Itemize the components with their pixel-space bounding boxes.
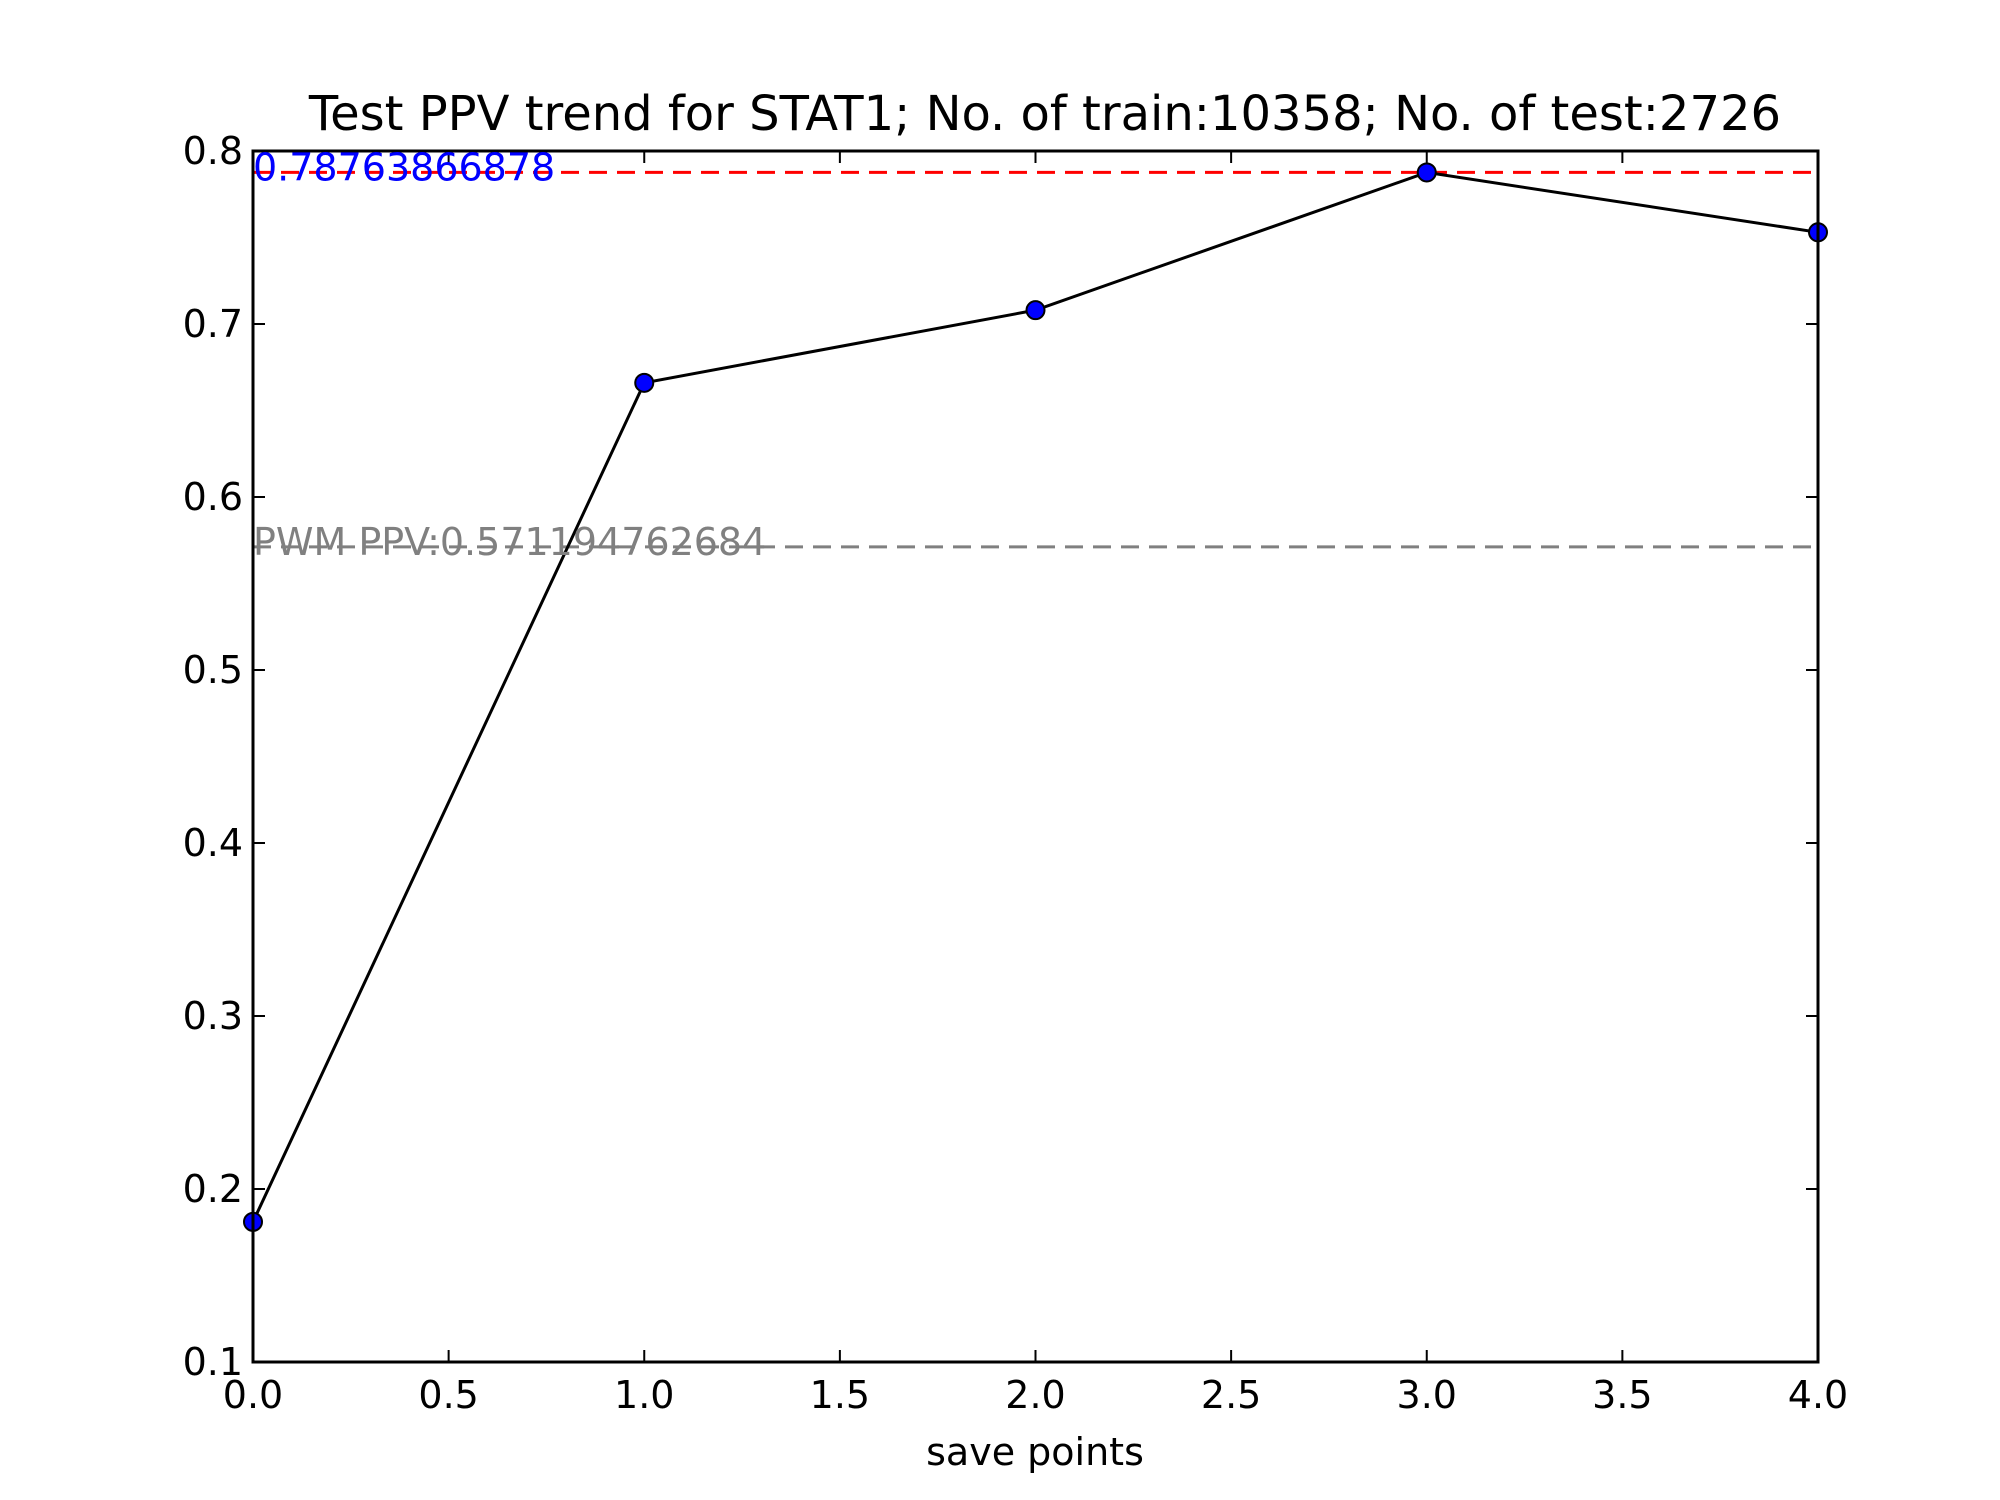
y-tick-label: 0.8 [183,129,243,173]
axis-ticks: 0.0 0.5 1.0 1.5 2.0 2.5 3.0 3.5 4.0 0.1 0.2 0.3 0.4 0… [183,129,1849,1417]
x-tick-label: 0.5 [418,1373,478,1417]
reference-lines [253,170,1818,549]
x-tick-label: 2.0 [1005,1373,1065,1417]
y-tick-label: 0.1 [183,1340,243,1384]
series-group [243,162,1828,1232]
y-tick-label: 0.4 [183,821,243,865]
x-tick-label: 1.5 [810,1373,870,1417]
series-line-0 [251,170,1819,1223]
y-tick-label: 0.6 [183,475,243,519]
x-tick-label: 3.5 [1592,1373,1652,1417]
y-tick-label: 0.3 [183,994,243,1038]
plot-frame [251,149,1820,1364]
y-tick-label: 0.2 [183,1167,243,1211]
x-tick-label: 4.0 [1788,1373,1848,1417]
reference-label-1: PWM PPV:0.571194762684 [253,520,766,564]
y-tick-label: 0.5 [183,648,243,692]
data-point [634,372,655,393]
reference-label-0: 0.78763866878 [253,145,555,189]
x-axis-label: save points [926,1430,1144,1474]
x-tick-label: 3.0 [1397,1373,1457,1417]
x-tick-label: 0.0 [223,1373,283,1417]
x-tick-label: 1.0 [614,1373,674,1417]
data-point [1025,300,1046,321]
x-tick-label: 2.5 [1201,1373,1261,1417]
data-point [1416,162,1437,183]
annotations: 0.78763866878 PWM PPV:0.571194762684 [253,145,766,563]
chart-title: Test PPV trend for STAT1; No. of train:1… [308,86,1781,142]
y-tick-label: 0.7 [183,302,243,346]
